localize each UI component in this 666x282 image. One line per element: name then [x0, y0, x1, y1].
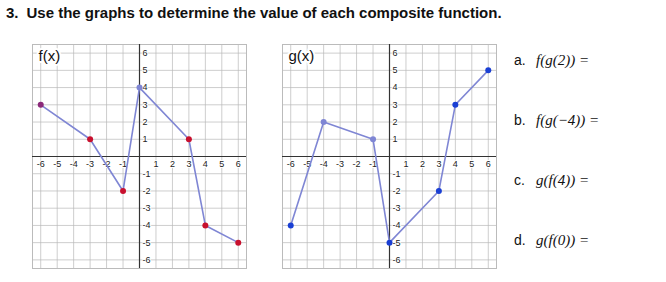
- svg-text:6: 6: [143, 48, 148, 58]
- html-text:Use the graphs to determine th: Use the graphs to determine the value of…: [26, 4, 502, 21]
- html-text:a.: a.: [514, 52, 526, 68]
- svg-text:-1: -1: [369, 159, 377, 170]
- svg-text:1: 1: [403, 159, 408, 169]
- svg-text:-6: -6: [287, 159, 295, 169]
- svg-text:-5: -5: [303, 159, 312, 170]
- svg-text:-6: -6: [143, 255, 151, 265]
- svg-text:3: 3: [393, 100, 398, 110]
- svg-text:-4: -4: [393, 220, 401, 230]
- svg-text:3: 3: [143, 100, 148, 110]
- svg-text:6: 6: [486, 159, 491, 169]
- svg-text:4: 4: [142, 82, 148, 93]
- svg-text:g(x): g(x): [289, 47, 315, 64]
- svg-text:-4: -4: [143, 220, 151, 230]
- svg-text:-4: -4: [320, 159, 328, 169]
- svg-text:6: 6: [393, 48, 398, 58]
- svg-text:5: 5: [469, 159, 474, 169]
- svg-text:-4: -4: [70, 159, 78, 169]
- svg-text:5: 5: [393, 65, 398, 75]
- svg-text:4: 4: [453, 159, 458, 169]
- svg-text:-5: -5: [392, 237, 401, 248]
- svg-text:-6: -6: [393, 255, 401, 265]
- html-text:g(f(4)) =: g(f(4)) =: [536, 172, 589, 188]
- svg-text:3: 3: [186, 159, 191, 169]
- html-text:3.: 3.: [6, 4, 19, 21]
- svg-text:1: 1: [393, 134, 398, 144]
- html-text:b.: b.: [514, 112, 526, 128]
- svg-text:-1: -1: [143, 169, 151, 179]
- svg-text:1: 1: [153, 159, 158, 169]
- svg-text:-1: -1: [119, 159, 127, 169]
- svg-text:-2: -2: [102, 159, 111, 170]
- svg-text:-5: -5: [53, 159, 61, 169]
- svg-text:1: 1: [143, 134, 148, 144]
- svg-text:-6: -6: [37, 159, 45, 169]
- svg-text:2: 2: [420, 159, 425, 169]
- svg-text:-2: -2: [143, 186, 151, 196]
- html-text:c.: c.: [514, 172, 525, 188]
- svg-text:2: 2: [170, 159, 175, 169]
- svg-text:-5: -5: [143, 238, 151, 248]
- svg-text:6: 6: [236, 159, 241, 169]
- html-text:f(g(2)) =: f(g(2)) =: [536, 52, 589, 68]
- html-text:f(g(−4)) =: f(g(−4)) =: [536, 112, 600, 128]
- html-text:g(f(0)) =: g(f(0)) =: [536, 232, 589, 248]
- svg-text:2: 2: [393, 117, 398, 127]
- svg-text:4: 4: [203, 159, 208, 169]
- svg-text:-2: -2: [353, 159, 361, 169]
- svg-text:-3: -3: [86, 159, 94, 169]
- svg-text:-3: -3: [393, 203, 401, 213]
- html-text:d.: d.: [514, 232, 526, 248]
- svg-text:5: 5: [219, 159, 224, 169]
- svg-text:5: 5: [143, 65, 148, 75]
- svg-text:-2: -2: [393, 186, 401, 196]
- svg-text:4: 4: [393, 82, 398, 92]
- svg-text:f(x): f(x): [39, 47, 61, 64]
- svg-text:-1: -1: [393, 169, 401, 179]
- svg-text:2: 2: [143, 117, 148, 127]
- svg-text:3: 3: [436, 159, 441, 169]
- svg-text:-3: -3: [143, 203, 151, 213]
- svg-text:-3: -3: [336, 159, 344, 169]
